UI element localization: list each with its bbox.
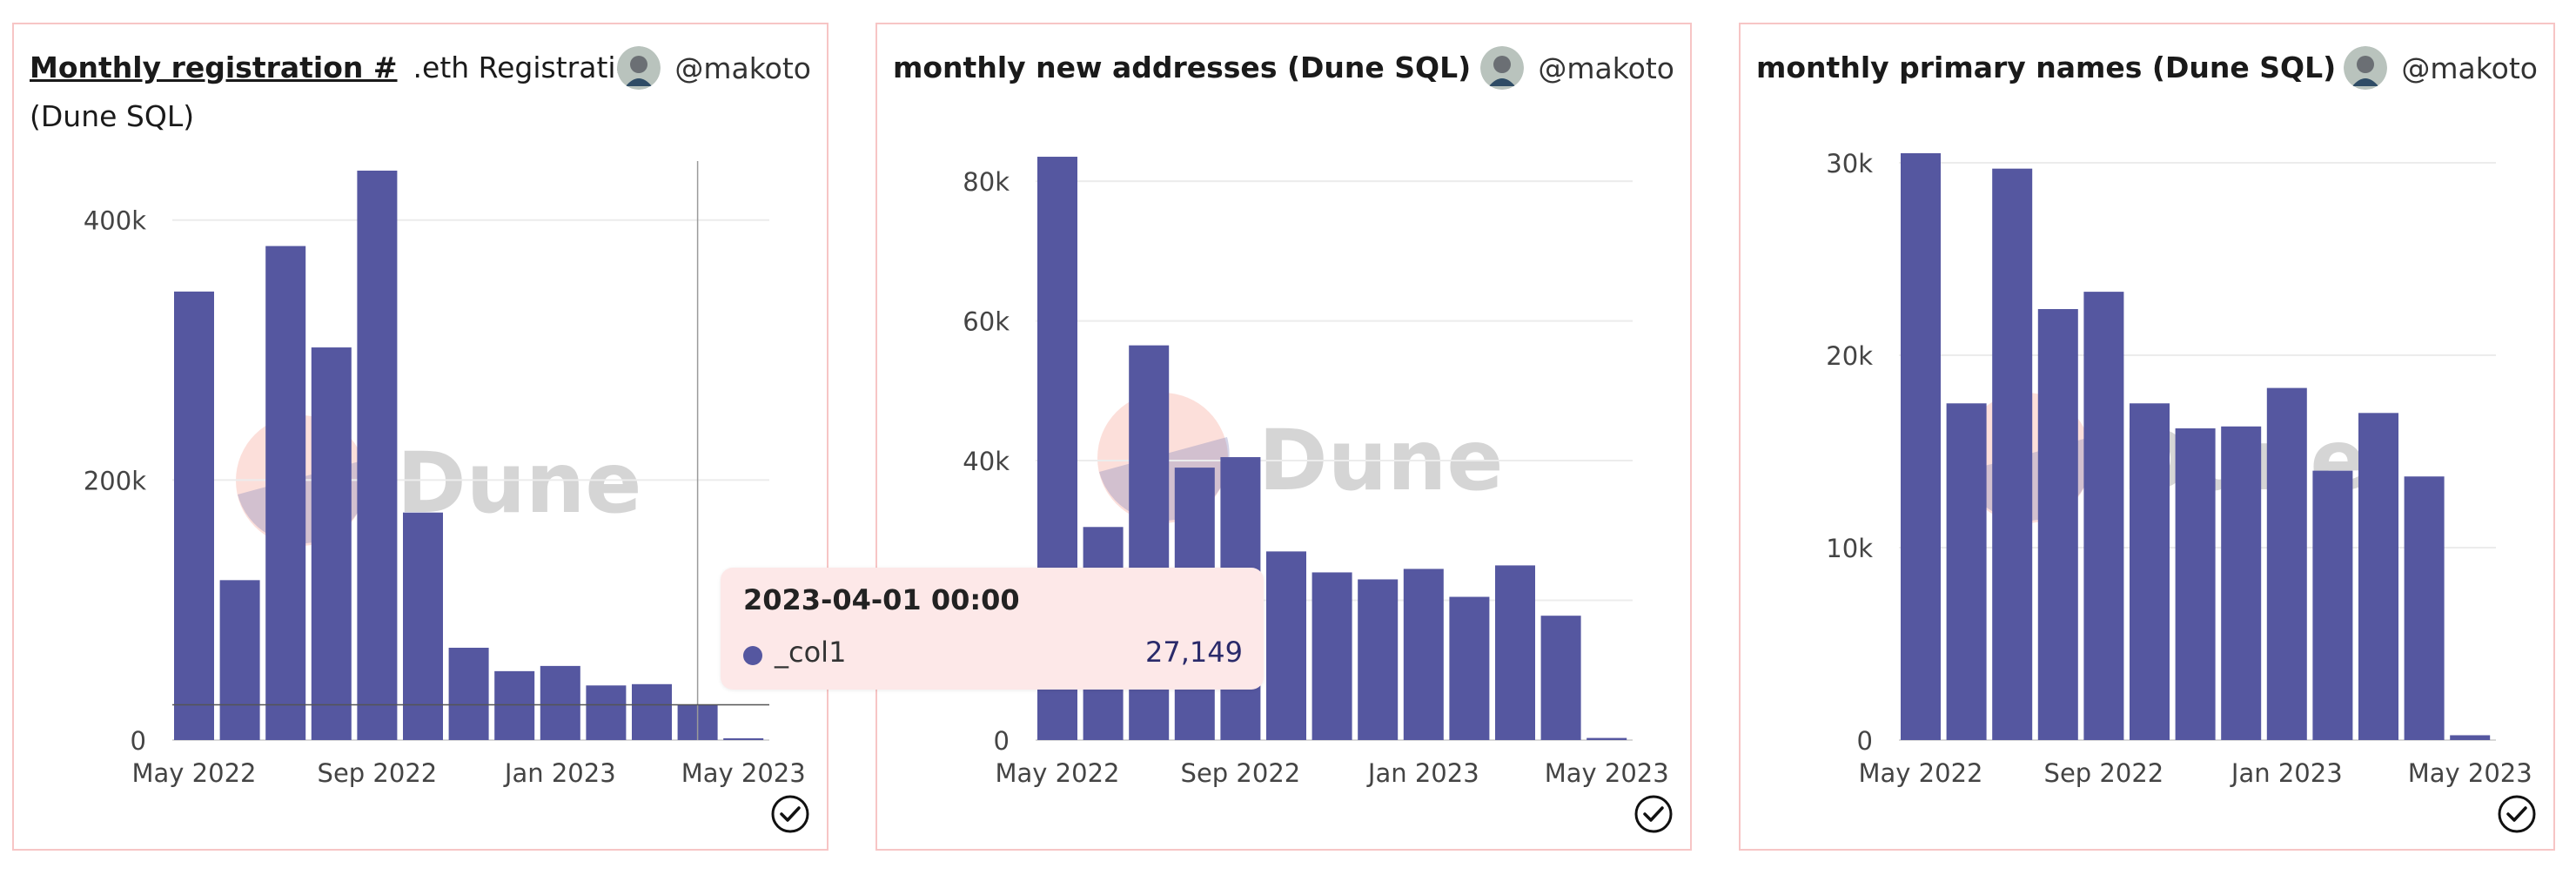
x-axis: May 2022 Sep 2022 Jan 2023 May 2023 (132, 758, 806, 788)
bar[interactable] (357, 170, 398, 741)
y-axis: 0 200k 400k (84, 206, 146, 756)
bar[interactable] (2037, 308, 2078, 740)
x-tick-label: Sep 2022 (318, 758, 438, 788)
y-tick-label: 400k (84, 206, 146, 236)
x-tick-label: Sep 2022 (1181, 758, 1301, 788)
x-tick-label: Jan 2023 (2230, 758, 2343, 788)
hover-crosshair (172, 161, 769, 740)
x-axis: May 2022 Sep 2022 Jan 2023 May 2023 (1859, 758, 2532, 788)
bar[interactable] (2175, 428, 2216, 740)
x-tick-label: Jan 2023 (1366, 758, 1479, 788)
bar[interactable] (2221, 426, 2262, 740)
bar[interactable] (2266, 387, 2307, 740)
y-tick-label: 0 (1857, 726, 1873, 756)
bar[interactable] (723, 738, 764, 740)
bar[interactable] (311, 347, 352, 740)
query-title-link[interactable]: Monthly registration # (30, 50, 398, 84)
chart-tooltip: 2023-04-01 00:00 _col1 27,149 (721, 568, 1264, 690)
bars[interactable] (1901, 153, 2491, 741)
bar[interactable] (1311, 572, 1352, 740)
x-tick-label: May 2022 (1859, 758, 1983, 788)
checkmark-icon (2498, 795, 2536, 833)
y-tick-label: 10k (1826, 534, 1873, 563)
bar[interactable] (2083, 292, 2124, 741)
y-tick-label: 0 (131, 726, 146, 756)
x-tick-label: Jan 2023 (503, 758, 616, 788)
bar[interactable] (174, 291, 214, 740)
series-color-dot (743, 646, 762, 665)
author-name[interactable]: @makoto (674, 50, 811, 85)
panel-title: monthly new addresses (Dune SQL) (893, 44, 1471, 92)
tooltip-title: 2023-04-01 00:00 (743, 583, 1020, 616)
bar[interactable] (1266, 551, 1306, 740)
panel-title: monthly primary names (Dune SQL) (1756, 44, 2336, 92)
bar[interactable] (1901, 153, 1941, 740)
bar[interactable] (2404, 476, 2445, 740)
y-axis: 0 10k 20k 30k (1826, 149, 1873, 756)
x-axis: May 2022 Sep 2022 Jan 2023 May 2023 (996, 758, 1669, 788)
x-tick-label: May 2022 (996, 758, 1120, 788)
y-tick-label: 80k (963, 167, 1010, 197)
y-tick-label: 20k (1826, 341, 1873, 371)
x-tick-label: May 2023 (681, 758, 806, 788)
bar[interactable] (1587, 737, 1627, 740)
bar[interactable] (2130, 403, 2170, 740)
bar[interactable] (219, 580, 260, 740)
chart-panel-registrations: Monthly registration # .eth Registration … (12, 23, 828, 851)
author-name[interactable]: @makoto (2401, 50, 2538, 85)
bar[interactable] (2358, 413, 2398, 740)
tooltip-value: 27,149 (1145, 636, 1243, 669)
bar[interactable] (1403, 569, 1444, 740)
bar[interactable] (1495, 565, 1535, 740)
checkmark-icon (1634, 795, 1673, 833)
panel-header: monthly primary names (Dune SQL) @makoto (1741, 24, 2553, 155)
panel-title: Monthly registration # .eth Registration … (30, 44, 652, 141)
bar[interactable] (586, 685, 627, 740)
author[interactable]: @makoto (2344, 44, 2538, 92)
bar[interactable] (448, 647, 489, 740)
bar[interactable] (632, 683, 672, 740)
bar[interactable] (403, 512, 443, 740)
bar[interactable] (1992, 168, 2033, 740)
bar[interactable] (1946, 403, 1987, 740)
y-tick-label: 40k (963, 447, 1010, 476)
avatar (2344, 46, 2388, 90)
panel-header: Monthly registration # .eth Registration … (14, 24, 827, 155)
y-tick-label: 30k (1826, 149, 1873, 178)
bar[interactable] (1540, 616, 1581, 740)
bar[interactable] (2312, 470, 2353, 740)
x-tick-label: May 2023 (1545, 758, 1669, 788)
tooltip-series-label: _col1 (775, 636, 847, 669)
visualization-subtitle: (Dune SQL) (30, 99, 195, 133)
bar[interactable] (494, 670, 535, 740)
bar[interactable] (1358, 579, 1399, 740)
avatar (617, 46, 661, 90)
chart-panel-new-addresses: monthly new addresses (Dune SQL) @makoto… (875, 23, 1692, 851)
bar[interactable] (540, 665, 580, 740)
y-tick-label: 60k (963, 307, 1010, 337)
author[interactable]: @makoto (1480, 44, 1674, 92)
author-name[interactable]: @makoto (1538, 50, 1674, 85)
checkmark-icon (771, 795, 809, 833)
x-tick-label: Sep 2022 (2044, 758, 2164, 788)
x-tick-label: May 2022 (132, 758, 257, 788)
panel-header: monthly new addresses (Dune SQL) @makoto (877, 24, 1690, 155)
chart-panel-primary-names: monthly primary names (Dune SQL) @makoto… (1739, 23, 2555, 851)
y-tick-label: 200k (84, 466, 146, 495)
bar[interactable] (1449, 596, 1490, 740)
visualization-title: .eth Registration (413, 50, 652, 84)
bar[interactable] (2450, 735, 2491, 740)
visualization-title[interactable]: monthly primary names (Dune SQL) (1756, 50, 2337, 84)
author[interactable]: @makoto (617, 44, 811, 92)
visualization-title[interactable]: monthly new addresses (Dune SQL) (893, 50, 1472, 84)
y-axis: 0 40k 60k 80k (963, 167, 1010, 756)
x-tick-label: May 2023 (2408, 758, 2532, 788)
avatar (1480, 46, 1525, 90)
y-tick-label: 0 (994, 726, 1010, 756)
bar[interactable] (265, 246, 306, 740)
